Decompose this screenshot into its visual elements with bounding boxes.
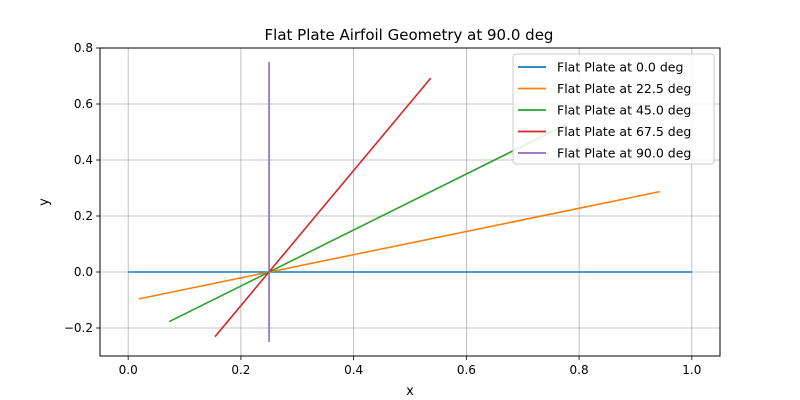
y-tick-label: 0.6: [74, 97, 93, 111]
legend-label-3: Flat Plate at 67.5 deg: [557, 124, 691, 139]
x-tick-label: 0.8: [570, 363, 589, 377]
legend-label-0: Flat Plate at 0.0 deg: [557, 60, 683, 75]
y-tick-label: 0.2: [74, 209, 93, 223]
legend-box: [512, 53, 715, 165]
y-tick-label: 0.8: [74, 41, 93, 55]
y-tick-label: −0.2: [64, 321, 93, 335]
x-tick-label: 0.6: [457, 363, 476, 377]
x-axis-label: x: [406, 384, 414, 399]
y-axis-label: y: [37, 198, 52, 206]
x-tick-label: 0.0: [119, 363, 138, 377]
x-tick-label: 1.0: [682, 363, 701, 377]
series-layer: [128, 62, 692, 342]
chart-title: Flat Plate Airfoil Geometry at 90.0 deg: [265, 26, 554, 44]
series-line-2: [168, 122, 569, 323]
series-line-1: [138, 190, 660, 300]
y-tick-label: 0.4: [74, 153, 93, 167]
legend-label-2: Flat Plate at 45.0 deg: [557, 103, 691, 118]
legend: Flat Plate at 0.0 deg Flat Plate at 22.5 …: [512, 53, 715, 165]
plot-frame: [99, 47, 721, 357]
x-tick-label: 0.2: [231, 363, 250, 377]
legend-label-1: Flat Plate at 22.5 deg: [557, 81, 691, 96]
tick-layer: 0.0 0.2 0.4 0.6 0.8 1.0 −0.2 0.0 0.2 0.4 0.6 0.8: [64, 41, 702, 377]
series-line-3: [214, 77, 432, 338]
x-tick-label: 0.4: [344, 363, 363, 377]
y-tick-label: 0.0: [74, 265, 93, 279]
legend-label-4: Flat Plate at 90.0 deg: [557, 146, 691, 161]
